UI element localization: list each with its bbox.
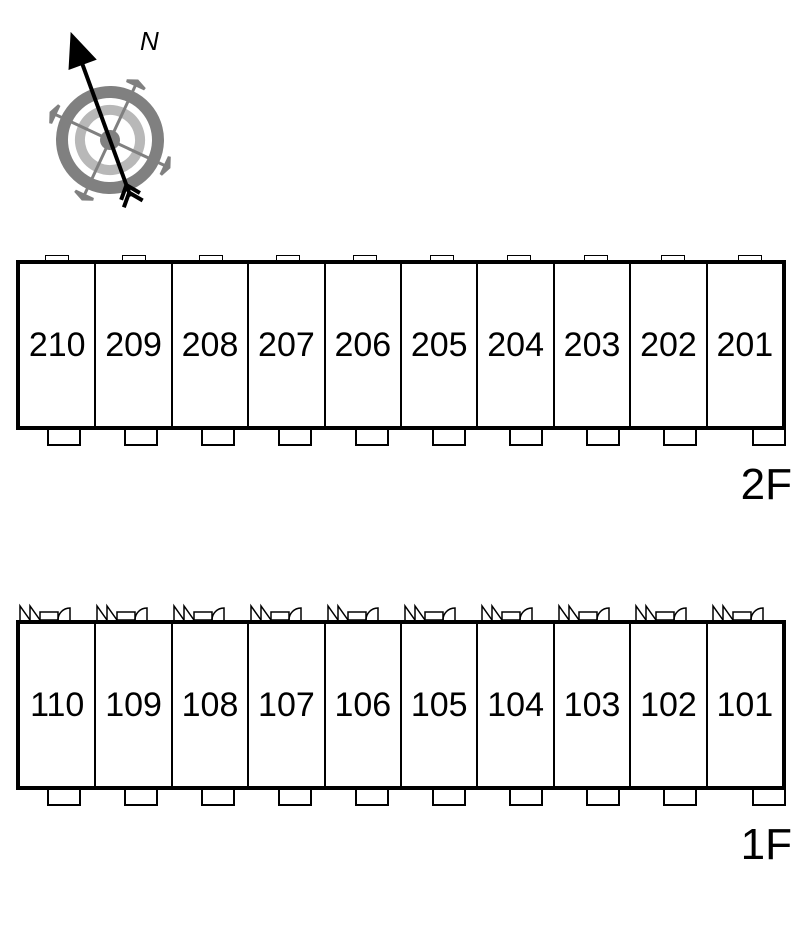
unit-cell: 203: [555, 264, 631, 426]
unit-cell: 209: [96, 264, 172, 426]
unit-label: 106: [334, 686, 391, 725]
unit-label: 101: [716, 686, 773, 725]
unit-label: 102: [640, 686, 697, 725]
unit-cell: 204: [478, 264, 554, 426]
unit-cell: 206: [326, 264, 402, 426]
unit-cell: 205: [402, 264, 478, 426]
door-icon: [709, 600, 786, 620]
unit-label: 209: [105, 326, 162, 365]
compass: N: [40, 20, 180, 220]
door-icon: [247, 600, 324, 620]
unit-cell: 106: [326, 624, 402, 786]
unit-cell: 101: [708, 624, 782, 786]
unit-label: 104: [487, 686, 544, 725]
floor-2: 210 209 208 207 206 205 204 203 202 201: [16, 260, 786, 430]
unit-cell: 208: [173, 264, 249, 426]
door-icon: [632, 600, 709, 620]
unit-label: 103: [564, 686, 621, 725]
floor2-row: 210 209 208 207 206 205 204 203 202 201: [16, 260, 786, 430]
unit-label: 208: [182, 326, 239, 365]
door-icon: [478, 600, 555, 620]
door-icon: [555, 600, 632, 620]
door-icon: [401, 600, 478, 620]
unit-cell: 108: [173, 624, 249, 786]
unit-label: 108: [182, 686, 239, 725]
floorplan-canvas: N 210 209 208 207 206 205 204 203 202 20…: [0, 0, 800, 940]
unit-cell: 109: [96, 624, 172, 786]
door-icon: [324, 600, 401, 620]
floor1-notches: [16, 790, 786, 812]
unit-cell: 210: [20, 264, 96, 426]
door-icon: [93, 600, 170, 620]
floor-1: 110 109 108 107 106 105 104 103 102 101: [16, 620, 786, 790]
unit-label: 204: [487, 326, 544, 365]
door-icon: [170, 600, 247, 620]
unit-label: 205: [411, 326, 468, 365]
floor2-label: 2F: [741, 460, 792, 510]
floor2-notches: [16, 430, 786, 452]
unit-label: 107: [258, 686, 315, 725]
unit-cell: 110: [20, 624, 96, 786]
unit-label: 210: [29, 326, 86, 365]
unit-label: 202: [640, 326, 697, 365]
floor1-top-doors: [16, 600, 786, 620]
compass-label: N: [140, 26, 159, 56]
door-icon: [16, 600, 93, 620]
unit-label: 201: [716, 326, 773, 365]
unit-cell: 207: [249, 264, 325, 426]
unit-cell: 102: [631, 624, 707, 786]
unit-label: 206: [334, 326, 391, 365]
compass-svg: N: [40, 20, 180, 220]
floor1-row: 110 109 108 107 106 105 104 103 102 101: [16, 620, 786, 790]
unit-cell: 105: [402, 624, 478, 786]
unit-label: 207: [258, 326, 315, 365]
unit-cell: 107: [249, 624, 325, 786]
unit-label: 109: [105, 686, 162, 725]
unit-label: 203: [564, 326, 621, 365]
unit-cell: 103: [555, 624, 631, 786]
unit-cell: 201: [708, 264, 782, 426]
unit-cell: 104: [478, 624, 554, 786]
floor1-label: 1F: [741, 820, 792, 870]
unit-label: 110: [30, 686, 84, 725]
unit-label: 105: [411, 686, 468, 725]
unit-cell: 202: [631, 264, 707, 426]
floor2-top-tabs: [16, 252, 786, 260]
